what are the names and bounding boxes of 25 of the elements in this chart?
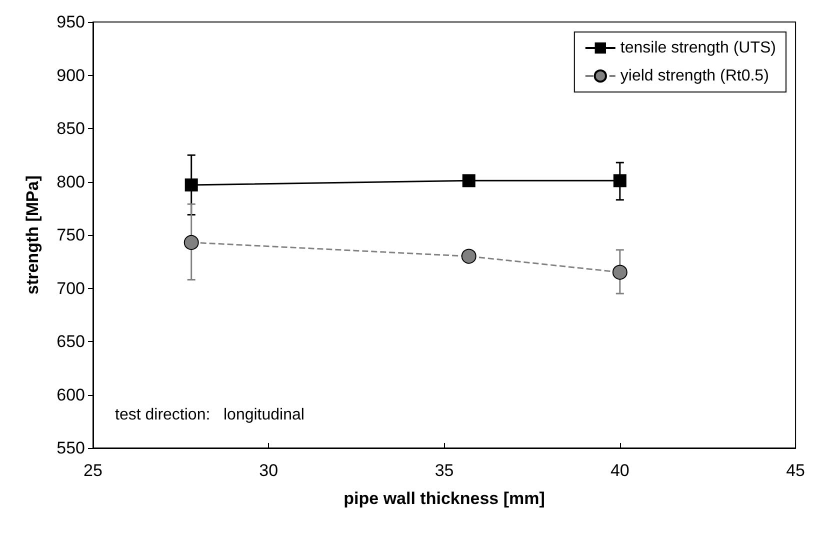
legend-label: yield strength (Rt0.5) <box>620 68 769 84</box>
x-tick-label: 40 <box>610 461 630 480</box>
x-tick-label: 45 <box>786 461 806 480</box>
y-tick-label: 700 <box>56 278 85 298</box>
point <box>612 264 628 280</box>
y-tick-label: 950 <box>56 12 85 32</box>
y-tick-label: 850 <box>56 119 85 138</box>
y-axis-title: strength [MPa] <box>23 176 42 294</box>
point <box>461 248 476 264</box>
x-tick-label: 25 <box>84 461 102 480</box>
y-tick-label: 600 <box>56 385 85 404</box>
x-tick-label: 30 <box>259 461 278 480</box>
point <box>613 174 626 188</box>
x-tick-label: 35 <box>434 461 454 480</box>
x-axis-title: pipe wall thickness [mm] <box>344 489 545 508</box>
y-tick-label: 650 <box>56 332 85 351</box>
y-tick-label: 800 <box>56 172 85 192</box>
point <box>184 234 199 250</box>
y-tick-label: 550 <box>56 438 85 458</box>
point <box>462 174 476 188</box>
legend-label: tensile strength (UTS) <box>620 40 776 56</box>
y-tick-label: 900 <box>56 66 85 85</box>
y-tick-label: 750 <box>56 226 85 244</box>
annotation: test direction: longitudinal <box>115 406 304 424</box>
point <box>184 178 198 192</box>
